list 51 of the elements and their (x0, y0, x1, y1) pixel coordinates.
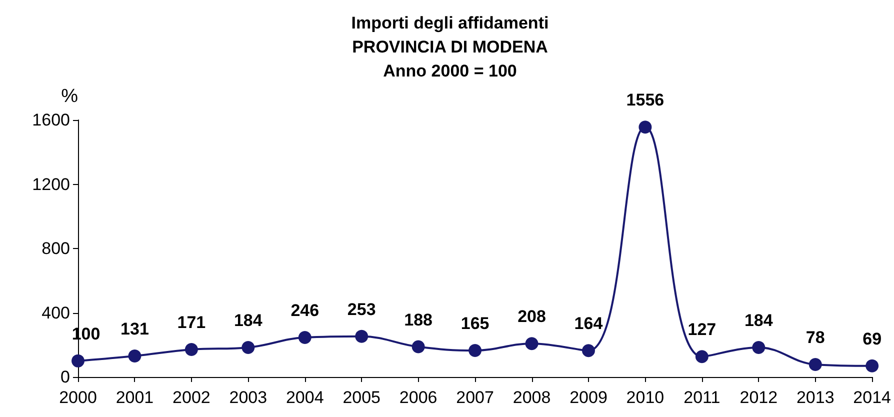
x-tick-label: 2004 (286, 388, 324, 407)
point (128, 349, 142, 362)
point (638, 120, 652, 134)
x-tick-label: 2011 (684, 388, 720, 407)
x-tick-label: 2006 (399, 388, 438, 407)
y-tick-label: 400 (42, 303, 70, 322)
point (412, 340, 425, 354)
data-label: 127 (688, 320, 716, 340)
data-label: 69 (862, 329, 882, 348)
y-tick-label: 800 (42, 239, 70, 258)
x-tick-label: 2002 (172, 388, 210, 407)
point (242, 340, 255, 354)
chart-title: Importi degli affidamenti PROVINCIA DI MODENA Anno 2000 = 100 (351, 14, 549, 80)
data-label: 1556 (626, 90, 664, 110)
y-tick-label: 1600 (32, 110, 70, 130)
data-label: 131 (120, 319, 149, 338)
x-tick-label: 2009 (570, 388, 608, 407)
y-tick-label: 0 (60, 368, 70, 386)
data-label: 184 (234, 310, 263, 330)
x-tick-label: 2014 (853, 388, 892, 407)
point (355, 330, 368, 343)
data-label: 78 (806, 328, 825, 347)
x-tick-label: 2005 (342, 388, 381, 407)
x-tick-label: 2012 (740, 388, 778, 407)
point (866, 359, 879, 372)
x-tick-label: 2003 (229, 388, 268, 407)
x-tick-label: 2013 (796, 388, 834, 407)
y-axis-title: % (61, 86, 78, 107)
point (298, 330, 312, 344)
data-label: 184 (744, 310, 774, 330)
point (184, 343, 198, 356)
y-tick-label: 1200 (32, 174, 70, 194)
data-label: 188 (404, 310, 433, 330)
point (525, 337, 538, 350)
point (695, 350, 708, 364)
data-label: 246 (290, 300, 320, 320)
point (72, 354, 84, 368)
x-tick-label: 2010 (626, 388, 664, 407)
data-label: 165 (460, 314, 490, 333)
x-tick-label: 2000 (59, 388, 97, 407)
data-label: 253 (347, 300, 376, 319)
x-tick-label: 2008 (512, 388, 551, 407)
point (468, 344, 482, 357)
data-label: 171 (177, 313, 206, 332)
point (808, 358, 822, 371)
x-tick-label: 2007 (456, 388, 494, 407)
point (582, 344, 595, 358)
data-label: 164 (574, 314, 604, 334)
data-label: 208 (518, 307, 546, 326)
point (752, 340, 766, 354)
x-tick-label: 2001 (116, 388, 154, 407)
